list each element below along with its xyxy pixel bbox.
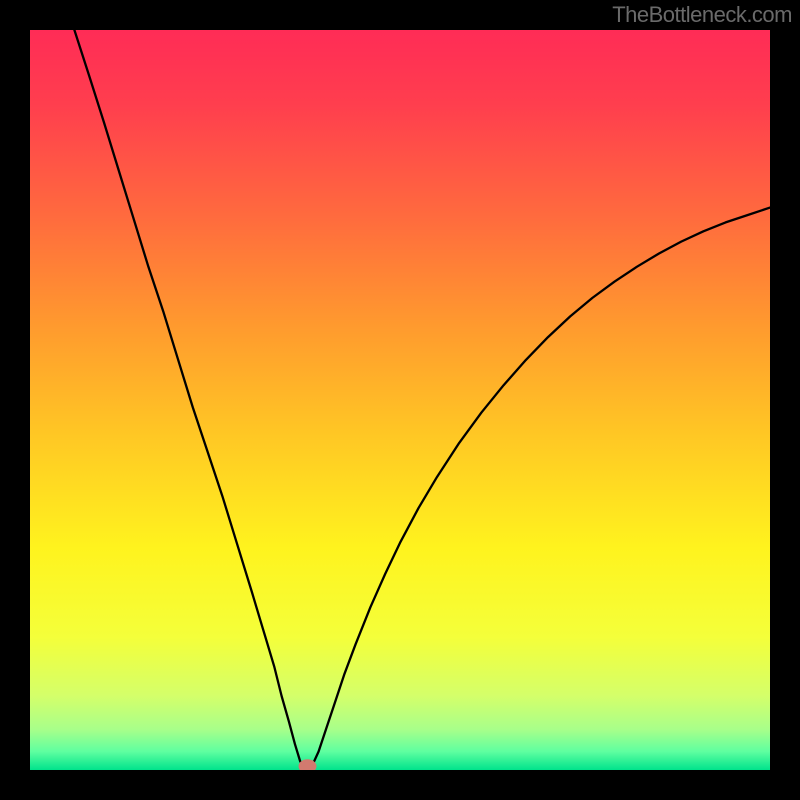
bottleneck-curve [74,30,770,770]
plot-area [30,30,770,770]
bottleneck-curve-layer [30,30,770,770]
chart-root: { "watermark": { "text": "TheBottleneck.… [0,0,800,800]
watermark-text: TheBottleneck.com [612,2,792,28]
